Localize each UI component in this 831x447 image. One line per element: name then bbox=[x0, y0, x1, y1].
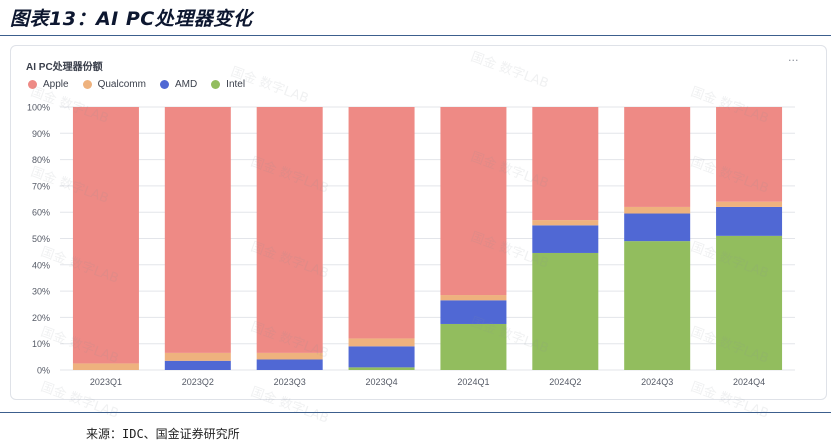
y-tick-label: 40% bbox=[32, 260, 50, 270]
bar-segment-qualcomm bbox=[164, 352, 231, 361]
y-tick-label: 50% bbox=[32, 234, 50, 244]
y-tick-label: 70% bbox=[32, 181, 50, 191]
bar-segment-amd bbox=[256, 359, 323, 370]
bar-segment-apple bbox=[624, 107, 691, 207]
bar-segment-apple bbox=[716, 107, 783, 202]
bar-segment-intel bbox=[716, 235, 783, 370]
legend-dot-amd bbox=[159, 80, 169, 89]
figure-title: 图表13：AI PC处理器变化 bbox=[10, 8, 253, 30]
x-tick-label: 2024Q2 bbox=[549, 377, 581, 387]
bottom-divider bbox=[0, 412, 831, 413]
legend-label-intel: Intel bbox=[226, 79, 246, 90]
source-note: 来源：IDC、国金证券研究所 bbox=[86, 427, 240, 441]
legend-item-intel[interactable]: Intel bbox=[211, 79, 245, 90]
y-tick-label: 60% bbox=[32, 208, 50, 218]
bar-segment-qualcomm bbox=[716, 201, 783, 207]
y-tick-label: 0% bbox=[37, 366, 50, 376]
legend-dot-apple bbox=[28, 80, 37, 89]
top-divider bbox=[0, 35, 831, 36]
legend-item-qualcomm[interactable]: Qualcomm bbox=[82, 79, 146, 90]
bar-segment-intel bbox=[440, 323, 507, 370]
bar-segment-amd bbox=[440, 300, 507, 324]
chart-legend: Apple Qualcomm AMD Intel bbox=[28, 79, 259, 90]
legend-dot-intel bbox=[211, 80, 221, 89]
bar-segment-qualcomm bbox=[256, 352, 323, 360]
bar-segment-amd bbox=[532, 225, 599, 253]
legend-label-amd: AMD bbox=[174, 79, 198, 90]
bar-segment-intel bbox=[348, 367, 415, 370]
legend-item-amd[interactable]: AMD bbox=[159, 79, 198, 90]
bar-segment-qualcomm bbox=[624, 206, 691, 214]
x-tick-label: 2023Q1 bbox=[90, 377, 122, 387]
bar-segment-amd bbox=[716, 206, 783, 236]
y-tick-label: 90% bbox=[32, 129, 50, 139]
ellipsis-icon[interactable]: ··· bbox=[788, 54, 799, 67]
bar-segment-intel bbox=[624, 241, 691, 370]
y-tick-label: 100% bbox=[27, 103, 50, 113]
legend-dot-qualcomm bbox=[82, 80, 92, 89]
legend-label-qualcomm: Qualcomm bbox=[97, 79, 146, 90]
y-tick-label: 80% bbox=[32, 155, 50, 165]
x-tick-label: 2024Q4 bbox=[733, 377, 765, 387]
bar-segment-apple bbox=[440, 107, 507, 296]
bar-segment-apple bbox=[348, 107, 415, 339]
bar-segment-apple bbox=[72, 107, 139, 364]
x-tick-label: 2024Q1 bbox=[457, 377, 489, 387]
bar-segment-apple bbox=[532, 107, 599, 221]
bar-segment-qualcomm bbox=[72, 363, 139, 370]
y-tick-label: 20% bbox=[32, 313, 50, 323]
x-tick-label: 2024Q3 bbox=[641, 377, 673, 387]
chart-card-title: AI PC处理器份额 bbox=[26, 62, 103, 73]
y-tick-label: 30% bbox=[32, 287, 50, 297]
bar-segment-qualcomm bbox=[440, 295, 507, 301]
x-tick-label: 2023Q4 bbox=[366, 377, 398, 387]
x-tick-label: 2023Q2 bbox=[182, 377, 214, 387]
legend-item-apple[interactable]: Apple bbox=[28, 79, 69, 90]
bar-segment-apple bbox=[256, 107, 323, 353]
x-tick-label: 2023Q3 bbox=[274, 377, 306, 387]
bar-segment-intel bbox=[532, 252, 599, 370]
bar-segment-apple bbox=[164, 107, 231, 353]
bar-segment-amd bbox=[164, 360, 231, 370]
bar-segment-amd bbox=[348, 346, 415, 368]
chart-card bbox=[10, 45, 827, 400]
bar-segment-qualcomm bbox=[532, 220, 599, 226]
y-tick-label: 10% bbox=[32, 339, 50, 349]
bar-segment-qualcomm bbox=[348, 338, 415, 347]
bar-segment-amd bbox=[624, 213, 691, 242]
legend-label-apple: Apple bbox=[43, 79, 69, 90]
